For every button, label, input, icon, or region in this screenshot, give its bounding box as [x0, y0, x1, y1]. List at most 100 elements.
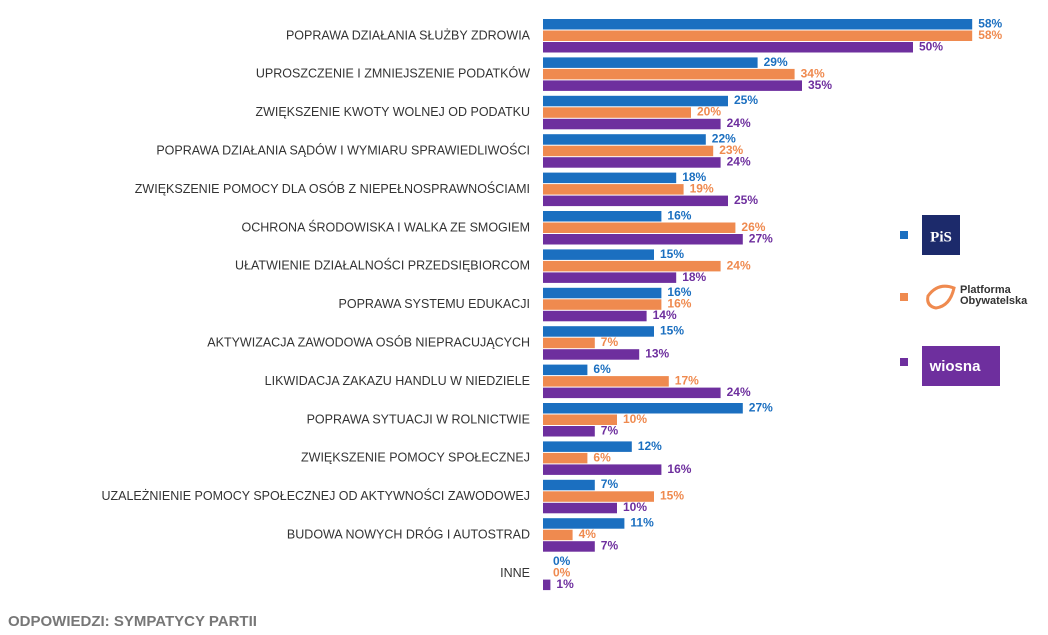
- category-label: UZALEŻNIENIE POMOCY SPOŁECZNEJ OD AKTYWN…: [101, 488, 530, 503]
- legend-logo-bg: [922, 215, 960, 255]
- value-label: 7%: [601, 539, 619, 553]
- value-label: 4%: [579, 527, 597, 541]
- value-label: 14%: [653, 308, 677, 322]
- value-label: 0%: [553, 554, 571, 568]
- category-label: UŁATWIENIE DZIAŁALNOŚCI PRZEDSIĘBIORCOM: [235, 258, 530, 273]
- value-label: 10%: [623, 412, 647, 426]
- bar: [543, 30, 973, 41]
- category-label: BUDOWA NOWYCH DRÓG I AUTOSTRAD: [287, 526, 530, 541]
- bar: [543, 19, 973, 30]
- bar: [543, 579, 551, 591]
- bar: [543, 211, 662, 222]
- bar: [543, 452, 588, 464]
- bar: [543, 541, 595, 552]
- category-label: POPRAWA SYSTEMU EDUKACJI: [339, 297, 530, 311]
- bar: [543, 260, 721, 272]
- legend-swatch: [900, 231, 908, 239]
- value-label: 16%: [667, 462, 691, 476]
- value-label: 29%: [764, 55, 788, 69]
- value-label: 24%: [727, 385, 751, 399]
- value-label: 7%: [601, 335, 619, 349]
- bar: [543, 157, 721, 168]
- value-label: 20%: [697, 105, 721, 119]
- bar: [543, 403, 743, 414]
- value-label: 18%: [682, 270, 706, 284]
- footnote: ODPOWIEDZI: SYMPATYCY PARTII: [8, 613, 257, 630]
- value-label: 12%: [638, 439, 662, 453]
- bar: [543, 529, 573, 541]
- bar: [543, 287, 662, 299]
- value-label: 50%: [919, 39, 943, 53]
- value-label: 6%: [593, 362, 611, 376]
- bar: [543, 441, 632, 452]
- value-label: 10%: [623, 500, 647, 514]
- value-label: 7%: [601, 423, 619, 437]
- category-label: ZWIĘKSZENIE POMOCY DLA OSÓB Z NIEPEŁNOSP…: [135, 181, 530, 196]
- bar: [543, 364, 588, 376]
- category-label: UPROSZCZENIE I ZMNIEJSZENIE PODATKÓW: [256, 66, 530, 81]
- value-label: 24%: [727, 258, 751, 272]
- bar: [543, 326, 654, 337]
- legend-label: PiS: [930, 229, 952, 245]
- bar: [543, 272, 677, 283]
- category-label: AKTYWIZACJA ZAWODOWA OSÓB NIEPRACUJĄCYCH: [207, 334, 530, 349]
- category-label: POPRAWA DZIAŁANIA SĄDÓW I WYMIARU SPRAWI…: [156, 142, 530, 157]
- value-label: 15%: [660, 489, 684, 503]
- value-label: 19%: [690, 182, 714, 196]
- value-label: 17%: [675, 374, 699, 388]
- value-label: 1%: [556, 577, 574, 591]
- value-label: 22%: [712, 132, 736, 146]
- value-label: 34%: [801, 66, 825, 80]
- category-label: ZWIĘKSZENIE POMOCY SPOŁECZNEJ: [301, 451, 530, 465]
- bar: [543, 349, 640, 360]
- bar: [543, 337, 595, 349]
- category-label: POPRAWA DZIAŁANIA SŁUŻBY ZDROWIA: [286, 28, 531, 42]
- value-label: 58%: [978, 28, 1002, 42]
- bar: [543, 376, 669, 387]
- value-label: 24%: [727, 116, 751, 130]
- value-label: 7%: [601, 477, 619, 491]
- value-label: 16%: [667, 297, 691, 311]
- value-label: 15%: [660, 324, 684, 338]
- category-label: LIKWIDACJA ZAKAZU HANDLU W NIEDZIELE: [265, 374, 530, 388]
- bar: [543, 222, 736, 233]
- bar: [543, 57, 758, 68]
- legend-swatch: [900, 358, 908, 366]
- value-label: 27%: [749, 400, 773, 414]
- value-label: 16%: [667, 285, 691, 299]
- legend-label-box: Platforma Obywatelska: [960, 285, 1028, 307]
- legend-logo-bg: [922, 346, 1000, 386]
- value-label: 24%: [727, 155, 751, 169]
- value-label: 15%: [660, 247, 684, 261]
- category-label: POPRAWA SYTUACJI W ROLNICTWIE: [307, 412, 530, 426]
- value-label: 0%: [553, 566, 571, 580]
- bar: [543, 118, 721, 130]
- bar: [543, 479, 595, 491]
- bar: [543, 387, 721, 399]
- value-label: 16%: [667, 208, 691, 222]
- value-label: 13%: [645, 347, 669, 361]
- value-label: 26%: [741, 220, 765, 234]
- bar: [543, 426, 595, 437]
- bar: [543, 414, 617, 425]
- value-label: 27%: [749, 231, 773, 245]
- bar: [543, 195, 728, 207]
- bar: [543, 42, 913, 53]
- bar: [543, 68, 795, 80]
- legend-logo-icon: [926, 284, 956, 310]
- bar: [543, 491, 654, 502]
- legend-label: Platforma Obywatelska: [960, 285, 1028, 307]
- category-label: ZWIĘKSZENIE KWOTY WOLNEJ OD PODATKU: [255, 105, 530, 119]
- bar: [543, 145, 714, 157]
- bar: [543, 134, 706, 145]
- value-label: 18%: [682, 170, 706, 184]
- legend-label: wiosna: [929, 358, 982, 375]
- category-label: INNE: [500, 566, 530, 580]
- bar: [543, 80, 802, 91]
- bar: [543, 172, 677, 184]
- bar: [543, 299, 662, 310]
- value-label: 58%: [978, 16, 1002, 30]
- value-label: 6%: [593, 450, 611, 464]
